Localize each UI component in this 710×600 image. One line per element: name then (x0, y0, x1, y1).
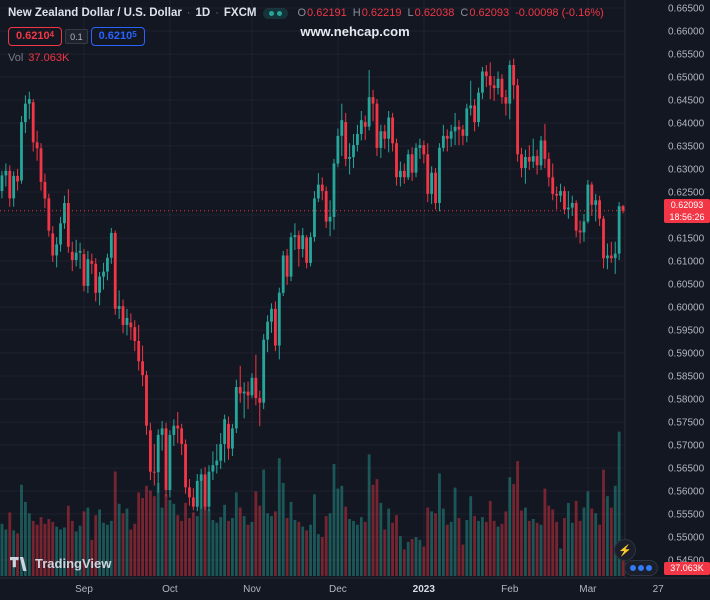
svg-text:0.55500: 0.55500 (668, 510, 705, 521)
sell-price-sup: 4 (49, 30, 55, 39)
symbol-title[interactable]: New Zealand Dollar / U.S. Dollar (8, 7, 182, 19)
spread-value: 0.1 (65, 29, 88, 44)
time-axis[interactable] (0, 578, 710, 600)
svg-text:0.61000: 0.61000 (668, 257, 705, 268)
low-label: L (407, 7, 414, 19)
svg-text:0.66500: 0.66500 (668, 4, 705, 15)
low-value: 0.62038 (414, 7, 455, 19)
buy-button[interactable]: 0.6210 5 (90, 27, 145, 46)
trade-buttons: 0.6210 4 0.1 0.6210 5 (8, 27, 145, 46)
close-label: C (460, 7, 469, 19)
buy-price: 0.6210 (98, 30, 133, 42)
svg-text:0.58000: 0.58000 (668, 395, 705, 406)
svg-text:0.60000: 0.60000 (668, 303, 705, 314)
close-value: 0.62093 (469, 7, 510, 19)
open-value: 0.62191 (307, 7, 347, 19)
separator-dot: · (186, 7, 191, 19)
change-value: -0.00098 (-0.16%) (515, 7, 604, 19)
svg-text:0.64000: 0.64000 (668, 119, 705, 130)
svg-text:27: 27 (653, 584, 665, 595)
svg-text:0.65000: 0.65000 (668, 73, 705, 84)
svg-text:0.60500: 0.60500 (668, 280, 705, 291)
tradingview-logo-icon (10, 556, 27, 571)
status-dot-icon (269, 10, 275, 16)
svg-text:0.57000: 0.57000 (668, 441, 705, 452)
svg-text:0.65500: 0.65500 (668, 50, 705, 61)
separator-dot: · (215, 7, 219, 19)
svg-text:0.61500: 0.61500 (668, 234, 705, 245)
volume-label: Vol (8, 52, 24, 64)
tradingview-logo-text: TradingView (35, 556, 112, 571)
tradingview-logo[interactable]: TradingView (10, 556, 111, 571)
lightning-icon[interactable]: ⚡ (614, 539, 636, 561)
svg-text:Sep: Sep (75, 584, 93, 595)
svg-text:0.63000: 0.63000 (668, 165, 705, 176)
volume-value: 37.063K (28, 52, 70, 64)
open-label: O (297, 7, 307, 19)
svg-text:0.56000: 0.56000 (668, 487, 705, 498)
svg-text:0.54500: 0.54500 (668, 556, 705, 567)
high-label: H (352, 7, 361, 19)
svg-text:0.62500: 0.62500 (668, 188, 705, 199)
svg-text:0.63500: 0.63500 (668, 142, 705, 153)
svg-text:0.56500: 0.56500 (668, 464, 705, 475)
svg-text:0.59500: 0.59500 (668, 326, 705, 337)
price-marker: 0.62093 18:56:26 (664, 199, 710, 223)
svg-text:0.59000: 0.59000 (668, 349, 705, 360)
svg-text:Dec: Dec (329, 584, 347, 595)
watermark-text: www.nehcap.com (300, 24, 410, 39)
status-dot-icon (277, 10, 283, 16)
exchange-label[interactable]: FXCM (223, 7, 257, 19)
svg-text:Feb: Feb (501, 584, 519, 595)
sell-button[interactable]: 0.6210 4 (8, 27, 63, 46)
interval-label[interactable]: 1D (195, 7, 211, 19)
buy-price-sup: 5 (132, 30, 137, 39)
reaction-dot-icon (638, 565, 644, 571)
svg-text:Nov: Nov (243, 584, 261, 595)
floating-widgets: ⚡ (606, 539, 666, 579)
svg-text:2023: 2023 (413, 584, 436, 595)
volume-axis-label: 37.063K (664, 562, 710, 575)
svg-text:0.57500: 0.57500 (668, 418, 705, 429)
svg-text:0.66000: 0.66000 (668, 27, 705, 38)
svg-text:Mar: Mar (579, 584, 597, 595)
reaction-dot-icon (646, 565, 652, 571)
high-value: 0.62219 (361, 7, 402, 19)
price-marker-value: 0.62093 (670, 200, 704, 210)
price-axis[interactable] (625, 0, 710, 578)
svg-text:0.64500: 0.64500 (668, 96, 705, 107)
reactions-icon[interactable] (624, 560, 658, 576)
symbol-legend: New Zealand Dollar / U.S. Dollar · 1D · … (8, 7, 604, 19)
ohlc-readout: O 0.62191 H 0.62219 L 0.62038 C 0.62093 -0.0… (297, 7, 603, 19)
volume-readout: Vol 37.063K (8, 52, 69, 64)
market-status-indicator[interactable] (263, 7, 289, 19)
svg-text:0.55000: 0.55000 (668, 533, 705, 544)
svg-text:Oct: Oct (162, 584, 178, 595)
reaction-dot-icon (630, 565, 636, 571)
sell-price: 0.6210 (16, 30, 50, 42)
svg-text:0.58500: 0.58500 (668, 372, 705, 383)
price-marker-countdown: 18:56:26 (669, 212, 705, 222)
